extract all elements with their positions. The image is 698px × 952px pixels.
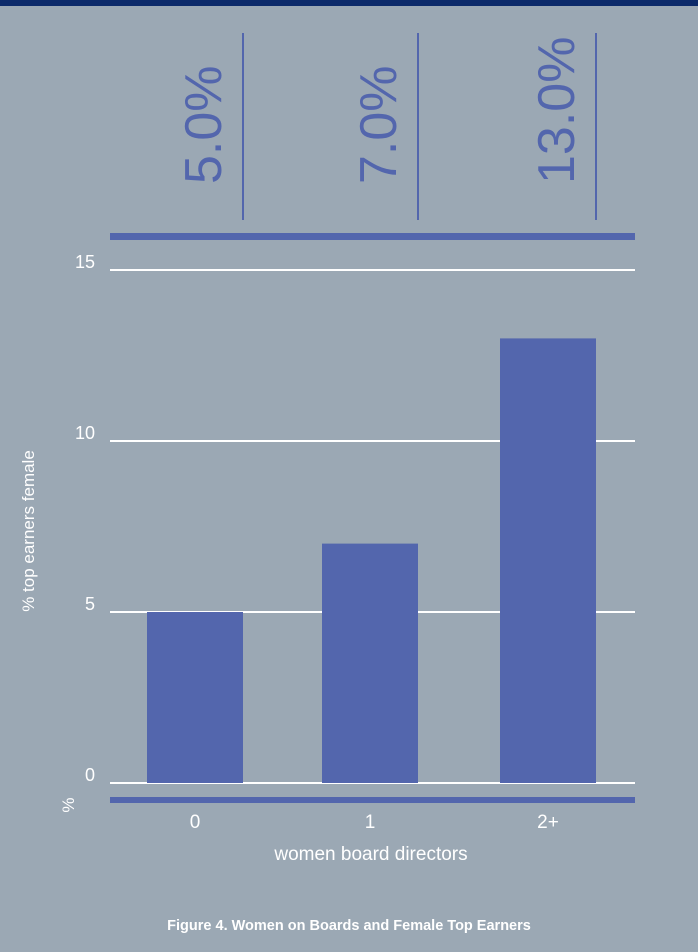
y-tick-label: 0 (85, 765, 95, 785)
value-label: 5.0% (175, 65, 233, 184)
figure-caption: Figure 4. Women on Boards and Female Top… (167, 918, 531, 934)
x-tick-label: 0 (190, 812, 201, 833)
y-tick-labels: 0 5 10 15 (75, 252, 95, 785)
bar (500, 338, 596, 783)
bars (147, 338, 596, 783)
top-rule (110, 233, 635, 240)
x-tick-label: 1 (365, 812, 376, 833)
bar (147, 612, 243, 783)
baseline-rule (110, 797, 635, 803)
y-tick-label: 15 (75, 252, 95, 272)
x-tick-label: 2+ (537, 812, 559, 833)
y-tick-label: 5 (85, 594, 95, 614)
value-label: 13.0% (528, 37, 586, 184)
bar (322, 543, 418, 783)
chart-panel: 0 5 10 15 0 1 2+ 5.0% 7.0% 13.0% % top earners … (0, 6, 698, 952)
bar-chart: 0 5 10 15 0 1 2+ 5.0% 7.0% 13.0% % top earners … (19, 33, 635, 865)
y-axis-title: % top earners female (19, 450, 38, 612)
value-label: 7.0% (350, 65, 408, 184)
x-tick-labels: 0 1 2+ (190, 812, 559, 833)
value-labels: 5.0% 7.0% 13.0% (175, 33, 597, 220)
y-tick-label: 10 (75, 423, 95, 443)
x-axis-title: women board directors (273, 844, 467, 865)
y-unit-label: % (59, 797, 78, 812)
